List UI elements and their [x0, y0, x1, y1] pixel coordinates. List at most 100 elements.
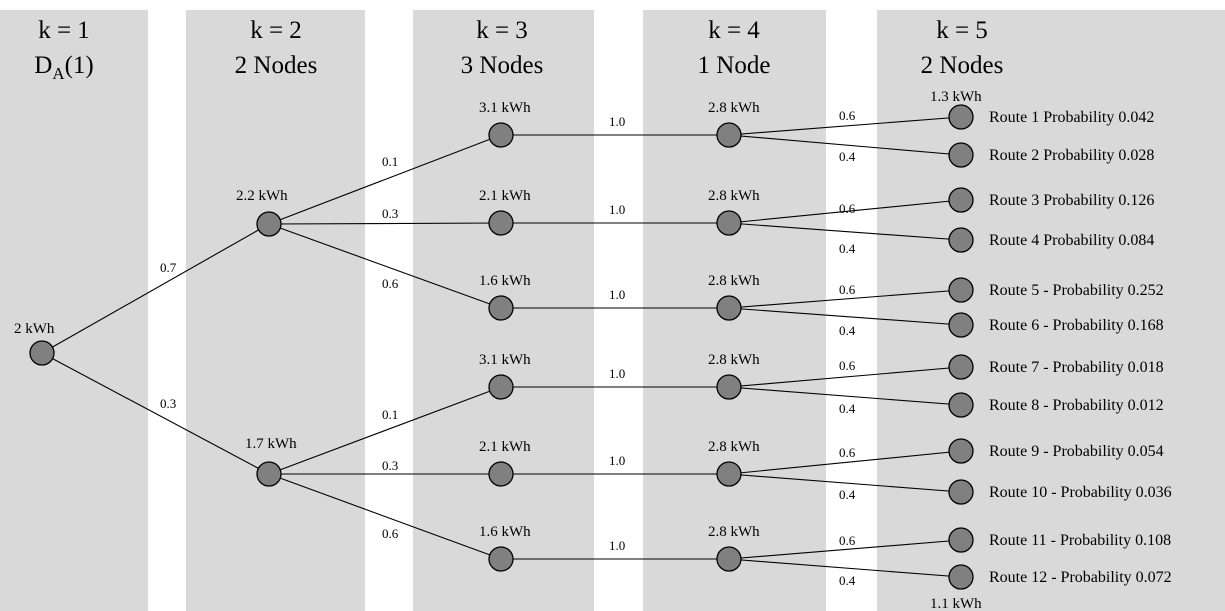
prob-l4-up-6: 0.6	[839, 533, 856, 548]
stage-column-2	[186, 10, 365, 611]
edge-l2-to-l3-1	[268, 134, 502, 225]
stage5-node-8	[948, 392, 974, 418]
prob-l2-to-l3-5: 0.3	[382, 458, 398, 473]
route-label-6: Route 6 - Probability 0.168	[989, 317, 1164, 334]
stage-1-subtitle: DA(1)	[34, 52, 94, 83]
prob-l2-to-l3-2: 0.3	[382, 206, 398, 221]
prob-l4-down-3: 0.4	[839, 323, 856, 338]
stage3-node-label-4: 3.1 kWh	[479, 352, 531, 368]
stage3-node-label-6: 1.6 kWh	[479, 524, 531, 540]
stage5-node-4	[948, 227, 974, 253]
stage2-node-label-2: 1.7 kWh	[245, 436, 297, 452]
stage4-node-label-4: 2.8 kWh	[708, 352, 760, 368]
stage4-node-1	[716, 122, 742, 148]
stage5-top-label: 1.3 kWh	[930, 89, 982, 105]
stage4-node-label-3: 2.8 kWh	[708, 273, 760, 289]
edge-l2-to-l3-2	[268, 222, 502, 225]
stage-1-title: k = 1	[38, 17, 90, 44]
prob-l3-to-l4-1: 1.0	[609, 114, 625, 129]
edge-l4-to-l5-4	[728, 222, 962, 241]
stage-headers: k = 1 DA(1) k = 2 2 Nodes k = 3 3 Nodes …	[34, 17, 1003, 83]
route-label-3: Route 3 Probability 0.126	[989, 192, 1154, 209]
edge-l4-to-l5-1	[728, 116, 962, 136]
edge-l4-to-l5-11	[728, 539, 962, 560]
prob-l4-down-1: 0.4	[839, 149, 856, 164]
stage4-node-4	[716, 374, 742, 400]
stage5-node-6	[948, 312, 974, 338]
stage3-node-4	[488, 374, 514, 400]
stage5-node-5	[948, 277, 974, 303]
node-energy-labels: 2 kWh 2.2 kWh 1.7 kWh 3.1 kWh 2.1 kWh 1.6 kWh…	[14, 89, 982, 611]
stage5-node-10	[948, 479, 974, 505]
stage4-node-5	[716, 461, 742, 487]
prob-l4-down-5: 0.4	[839, 487, 856, 502]
tree-edges	[41, 116, 962, 578]
edge-l4-to-l5-9	[728, 450, 962, 475]
prob-l2-to-l3-1: 0.1	[382, 154, 398, 169]
prob-l2-to-l3-6: 0.6	[382, 526, 399, 541]
prob-l3-to-l4-5: 1.0	[609, 453, 625, 468]
stage3-node-1	[488, 122, 514, 148]
stage2-node-2	[256, 461, 282, 487]
edge-root-to-l2-1	[41, 223, 270, 354]
prob-l4-up-1: 0.6	[839, 108, 856, 123]
edge-l4-to-l5-5	[728, 289, 962, 309]
stage4-node-label-1: 2.8 kWh	[708, 100, 760, 116]
edge-l2-to-l3-3	[268, 223, 502, 309]
prob-root-to-l2-1: 0.7	[160, 260, 177, 275]
stage5-node-3	[948, 187, 974, 213]
root-node-label: 2 kWh	[14, 321, 55, 337]
route-label-7: Route 7 - Probability 0.018	[989, 359, 1164, 376]
stage4-node-label-6: 2.8 kWh	[708, 524, 760, 540]
edge-l4-to-l5-2	[728, 134, 962, 156]
tree-nodes	[29, 104, 974, 590]
prob-l3-to-l4-2: 1.0	[609, 202, 625, 217]
stage3-node-6	[488, 546, 514, 572]
route-label-11: Route 11 - Probability 0.108	[989, 532, 1171, 549]
edge-l2-to-l3-4	[268, 386, 502, 475]
route-label-4: Route 4 Probability 0.084	[989, 232, 1154, 249]
prob-root-to-l2-2: 0.3	[160, 396, 176, 411]
stage5-node-1	[948, 104, 974, 130]
edge-l4-to-l5-12	[728, 558, 962, 578]
edge-l2-to-l3-6	[268, 473, 502, 560]
edge-root-to-l2-2	[41, 352, 270, 475]
stage-4-subtitle: 1 Node	[698, 52, 771, 79]
stage3-node-label-2: 2.1 kWh	[479, 188, 531, 204]
stage3-node-2	[488, 210, 514, 236]
prob-l4-down-2: 0.4	[839, 241, 856, 256]
stage-3-subtitle: 3 Nodes	[461, 52, 544, 79]
prob-l4-up-2: 0.6	[839, 201, 856, 216]
stage4-node-2	[716, 210, 742, 236]
stage2-node-1	[256, 211, 282, 237]
stage3-node-label-5: 2.1 kWh	[479, 439, 531, 455]
stage3-node-3	[488, 295, 514, 321]
stage2-node-label-1: 2.2 kWh	[236, 188, 288, 204]
stage4-node-label-2: 2.8 kWh	[708, 188, 760, 204]
stage4-node-label-5: 2.8 kWh	[708, 439, 760, 455]
route-label-2: Route 2 Probability 0.028	[989, 147, 1154, 164]
stage-4-title: k = 4	[708, 17, 760, 44]
stage-2-subtitle: 2 Nodes	[235, 52, 318, 79]
stage4-node-3	[716, 295, 742, 321]
stage4-node-6	[716, 546, 742, 572]
stage-column-5	[877, 10, 1225, 611]
prob-l2-to-l3-4: 0.1	[382, 407, 398, 422]
route-label-9: Route 9 - Probability 0.054	[989, 443, 1164, 460]
prob-l2-to-l3-3: 0.6	[382, 276, 399, 291]
stage5-node-12	[948, 564, 974, 590]
prob-l4-down-4: 0.4	[839, 401, 856, 416]
edge-probability-labels: 0.7 0.3 0.1 0.3 0.6 0.1 0.3 0.6 1.0 1.0 1.0 1.0 1.0 1…	[160, 108, 856, 588]
prob-l3-to-l4-4: 1.0	[609, 366, 625, 381]
stage3-node-label-3: 1.6 kWh	[479, 273, 531, 289]
route-label-10: Route 10 - Probability 0.036	[989, 484, 1172, 501]
edge-l4-to-l5-7	[728, 366, 962, 388]
edge-l4-to-l5-3	[728, 199, 962, 224]
prob-l4-up-4: 0.6	[839, 358, 856, 373]
stage-5-title: k = 5	[936, 17, 988, 44]
edge-l4-to-l5-10	[728, 473, 962, 493]
stage5-node-2	[948, 142, 974, 168]
stage-columns	[0, 10, 1225, 611]
stage5-node-7	[948, 354, 974, 380]
